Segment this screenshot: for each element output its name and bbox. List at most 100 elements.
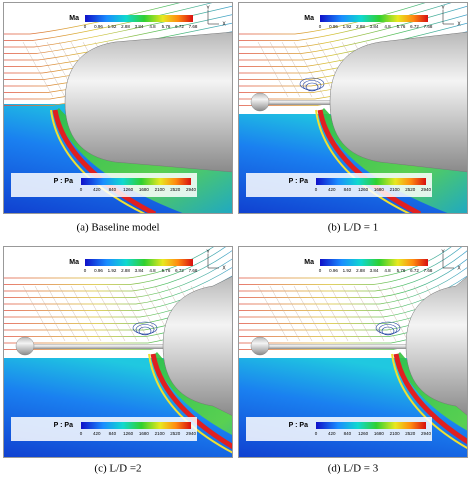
ma-tick-label: 2.88 — [121, 24, 130, 29]
ma-tick-label: 7.68 — [189, 268, 198, 273]
p-tick-label: 2100 — [390, 187, 401, 192]
vortex — [378, 324, 398, 335]
ma-tick-label: 4.8 — [384, 24, 391, 29]
panel: Ma 0 0.96 1.92 2.88 3.84 4.8 5.76 6.72 7.68 Y X P : … — [238, 246, 468, 458]
ma-tick-label: 7.68 — [189, 24, 198, 29]
caption: (a) Baseline model — [76, 222, 159, 234]
p-tick-label: 2520 — [405, 431, 416, 436]
p-label: P : Pa — [54, 422, 73, 429]
axis-y-label: Y — [441, 249, 445, 255]
ma-label: Ma — [304, 259, 314, 266]
body — [329, 31, 468, 173]
ma-tick-label: 1.92 — [343, 24, 352, 29]
p-tick-label: 2100 — [390, 431, 401, 436]
p-tick-label: 1680 — [374, 187, 385, 192]
p-tick-label: 840 — [344, 187, 352, 192]
panel-frame — [3, 246, 233, 458]
hatch — [377, 285, 409, 342]
p-tick-label: 2100 — [155, 187, 166, 192]
hatch — [341, 285, 373, 342]
ma-tick-label: 6.72 — [410, 24, 419, 29]
streamline — [3, 249, 233, 292]
ma-tick-label: 0 — [319, 268, 322, 273]
body — [64, 31, 233, 173]
ma-tick-label: 2.88 — [356, 268, 365, 273]
ma-tick-label: 2.88 — [356, 24, 365, 29]
body — [162, 275, 233, 417]
spike-tip — [15, 336, 35, 356]
ma-tick-label: 4.8 — [384, 268, 391, 273]
vortex — [305, 82, 319, 92]
ma-tick-label: 4.8 — [149, 268, 156, 273]
spike-rod — [258, 344, 408, 349]
streamline — [238, 14, 468, 54]
ma-tick-label: 2.88 — [121, 268, 130, 273]
hatch — [22, 285, 54, 342]
p-tick-label: 2940 — [421, 187, 432, 192]
ma-label: Ma — [304, 15, 314, 22]
p-tick-label: 2520 — [170, 187, 181, 192]
shock-band — [52, 109, 157, 214]
p-colorbar — [316, 178, 426, 185]
hatch — [34, 285, 66, 342]
p-tick-label: 1680 — [374, 431, 385, 436]
ma-tick-label: 1.92 — [343, 268, 352, 273]
hatch — [293, 41, 325, 98]
axis-y-label: Y — [206, 249, 210, 255]
shock-edge — [50, 109, 146, 214]
vortex — [138, 326, 152, 336]
hatch — [58, 285, 90, 342]
hatch — [281, 285, 313, 342]
ma-tick-label: 3.84 — [370, 268, 379, 273]
ma-tick-label: 5.76 — [397, 24, 406, 29]
body — [405, 275, 468, 417]
ma-tick-label: 3.84 — [135, 268, 144, 273]
ma-tick-label: 6.72 — [410, 268, 419, 273]
streamline — [3, 246, 228, 285]
p-tick-label: 1260 — [123, 187, 134, 192]
p-tick-label: 1260 — [358, 431, 369, 436]
vortex — [381, 326, 395, 336]
p-tick-label: 1680 — [139, 431, 150, 436]
ma-tick-label: 0.96 — [329, 24, 338, 29]
shock-band — [317, 109, 422, 214]
p-colorbar — [81, 178, 191, 185]
axis-x-label: X — [222, 21, 226, 27]
panel-frame — [3, 2, 233, 214]
hatch — [106, 285, 138, 342]
p-label: P : Pa — [54, 178, 73, 185]
p-tick-label: 1260 — [358, 187, 369, 192]
streamline — [238, 246, 464, 285]
p-tick-label: 0 — [315, 187, 318, 192]
ma-tick-label: 0 — [84, 268, 87, 273]
hatch — [329, 285, 361, 342]
streamline — [238, 5, 468, 48]
vortex — [135, 324, 155, 335]
vortex — [302, 80, 322, 91]
p-tick-label: 420 — [328, 187, 336, 192]
spike-tip — [250, 92, 270, 112]
spike-rod — [258, 100, 332, 105]
ma-tick-label: 6.72 — [175, 268, 184, 273]
hatch — [22, 41, 54, 98]
ma-label: Ma — [69, 259, 79, 266]
p-label: P : Pa — [289, 178, 308, 185]
p-tick-label: 420 — [328, 431, 336, 436]
streamline — [3, 266, 233, 305]
ma-tick-label: 5.76 — [162, 24, 171, 29]
p-tick-label: 0 — [80, 431, 83, 436]
hatch — [317, 285, 349, 342]
streamline — [238, 266, 468, 305]
p-tick-label: 2520 — [170, 431, 181, 436]
ma-tick-label: 5.76 — [397, 268, 406, 273]
p-label: P : Pa — [289, 422, 308, 429]
hatch — [293, 285, 325, 342]
spike-rod — [23, 344, 165, 349]
p-tick-label: 0 — [315, 431, 318, 436]
ma-tick-label: 7.68 — [424, 24, 433, 29]
vortex — [375, 321, 401, 335]
panel: Ma 0 0.96 1.92 2.88 3.84 4.8 5.76 6.72 7.68 Y X P : … — [3, 246, 233, 458]
ma-colorbar — [85, 15, 193, 22]
panel: Ma 0 0.96 1.92 2.88 3.84 4.8 5.76 6.72 7.68 Y X P : … — [3, 2, 233, 214]
